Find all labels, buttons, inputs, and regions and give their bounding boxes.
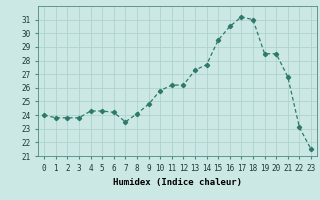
X-axis label: Humidex (Indice chaleur): Humidex (Indice chaleur) [113, 178, 242, 187]
